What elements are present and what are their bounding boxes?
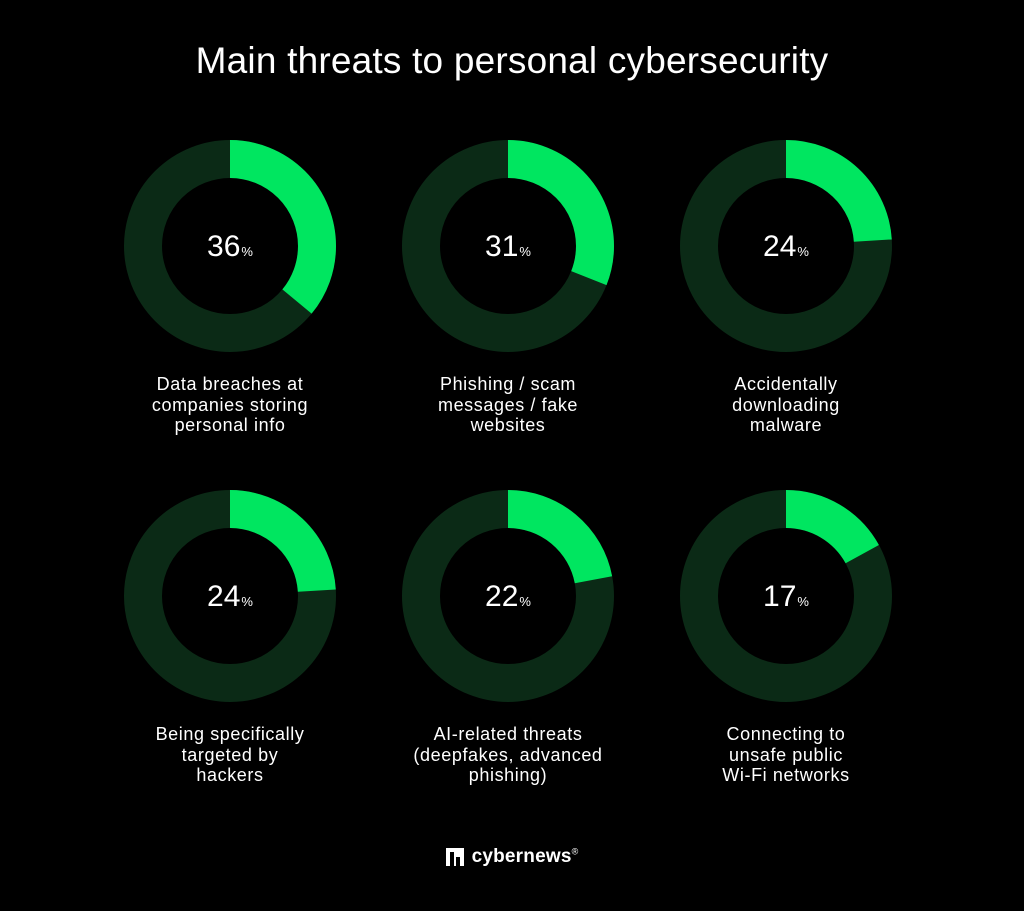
- category-label-line: downloading: [732, 394, 840, 415]
- value-number: 31: [485, 230, 519, 263]
- category-label: AI-related threats (deepfakes, advanced ph…: [369, 724, 647, 786]
- donut-svg: [124, 490, 336, 702]
- category-label: Phishing / scam messages / fake websites: [369, 374, 647, 436]
- donut-chart: 31% Phishing / scam messages / fake website…: [369, 136, 647, 435]
- donut-svg: [402, 140, 614, 352]
- value-unit: %: [241, 594, 253, 609]
- category-label-line: messages / fake: [437, 394, 579, 415]
- donut-slice: [402, 140, 614, 352]
- category-label-line: Connecting to: [726, 724, 846, 744]
- value-label: 22%: [369, 582, 647, 617]
- category-label: Accidentally downloading malware: [647, 374, 925, 436]
- category-label: Connecting to unsafe public Wi-Fi networks: [647, 724, 925, 786]
- donut-svg: [680, 140, 892, 352]
- footer: cybernews®: [0, 846, 1024, 868]
- category-label: Data breaches at companies storing persona…: [91, 374, 369, 436]
- category-label-line: malware: [749, 415, 823, 435]
- donut-slice: [124, 490, 336, 702]
- donut-slice: [124, 140, 336, 352]
- donut-svg: [680, 490, 892, 702]
- category-label-line: Wi-Fi networks: [722, 765, 850, 785]
- category-label-line: unsafe public: [729, 744, 843, 765]
- category-label-line: Data breaches at: [156, 374, 304, 394]
- value-label: 24%: [91, 582, 369, 617]
- value-label: 31%: [369, 232, 647, 267]
- category-label-line: hackers: [196, 765, 264, 785]
- donut-slice: [402, 490, 614, 702]
- value-unit: %: [241, 244, 253, 259]
- category-label-line: Phishing / scam: [439, 374, 577, 394]
- category-label: Being specifically targeted by hackers: [91, 724, 369, 786]
- donut-slice: [680, 140, 892, 352]
- value-label: 36%: [91, 232, 369, 267]
- donut-chart: 24% Accidentally downloading malware: [647, 136, 925, 435]
- category-label-line: websites: [470, 415, 546, 435]
- donut-chart: 36% Data breaches at companies storing pers…: [91, 136, 369, 435]
- chart-title: Main threats to personal cybersecurity: [195, 40, 829, 81]
- donut-chart: 17% Connecting to unsafe public Wi-Fi netwo…: [647, 486, 925, 785]
- cybernews-logo-icon: [445, 848, 464, 866]
- category-label-line: (deepfakes, advanced: [413, 744, 603, 765]
- donut-chart: 22% AI-related threats (deepfakes, advance…: [369, 486, 647, 785]
- category-label-line: Accidentally: [734, 374, 838, 394]
- brand-name: cybernews®: [471, 846, 579, 867]
- value-number: 22: [485, 580, 519, 613]
- donut-svg: [402, 490, 614, 702]
- donut-slice: [680, 490, 892, 702]
- value-number: 36: [207, 230, 241, 263]
- value-label: 24%: [647, 232, 925, 267]
- value-unit: %: [519, 244, 531, 259]
- value-number: 24: [763, 230, 797, 263]
- category-label-line: AI-related threats: [433, 724, 583, 744]
- category-label-line: personal info: [174, 415, 286, 435]
- value-unit: %: [797, 594, 809, 609]
- category-label-line: targeted by: [181, 744, 279, 765]
- value-number: 17: [763, 580, 797, 613]
- category-label-line: companies storing: [151, 394, 309, 415]
- value-label: 17%: [647, 582, 925, 617]
- donut-svg: [124, 140, 336, 352]
- value-unit: %: [519, 594, 531, 609]
- value-number: 24: [207, 580, 241, 613]
- value-unit: %: [797, 244, 809, 259]
- category-label-line: Being specifically: [155, 724, 305, 744]
- donut-chart: 24% Being specifically targeted by hackers: [91, 486, 369, 785]
- category-label-line: phishing): [468, 765, 548, 785]
